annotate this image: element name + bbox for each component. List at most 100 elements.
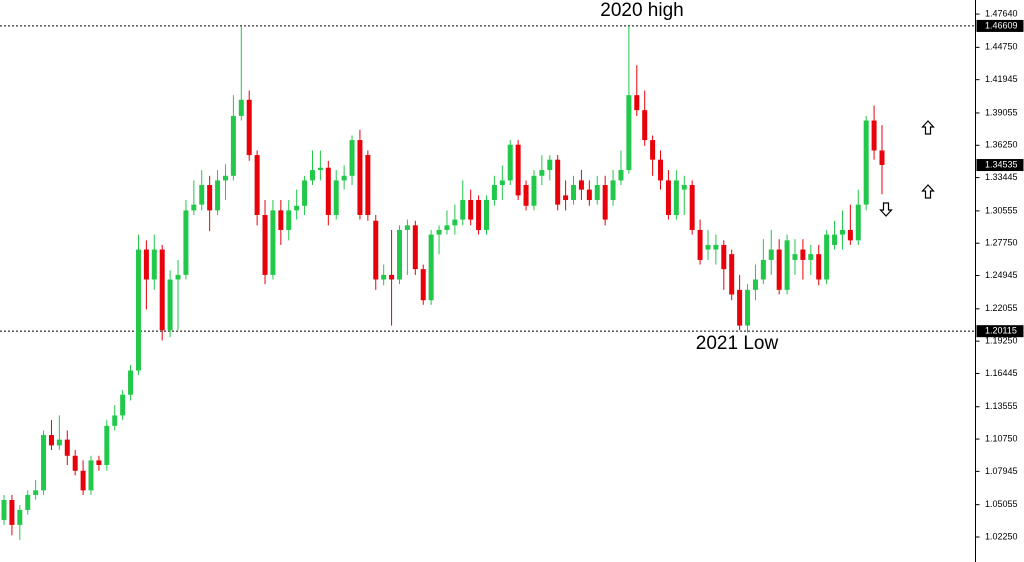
- candle-body: [278, 210, 284, 230]
- candle-body: [286, 210, 292, 230]
- candle-body: [515, 144, 521, 196]
- signal-arrows: [879, 120, 935, 217]
- candle-body: [151, 249, 157, 280]
- candle-body: [713, 244, 719, 250]
- candle-body: [381, 274, 387, 280]
- candle-body: [420, 269, 426, 301]
- candle-body: [270, 210, 276, 275]
- candle-body: [88, 460, 94, 491]
- candle-body: [721, 244, 727, 270]
- candle-body: [373, 220, 379, 280]
- candle-body: [341, 175, 347, 181]
- candle-body: [9, 500, 15, 525]
- candle-body: [745, 289, 751, 326]
- candle-body: [389, 274, 395, 280]
- candle-body: [658, 159, 664, 181]
- candle-body: [879, 150, 885, 165]
- candle-body: [317, 167, 323, 171]
- candle-body: [183, 210, 189, 275]
- candle-body: [491, 185, 497, 201]
- candle-body: [673, 180, 679, 215]
- candle-body: [254, 155, 260, 215]
- price-tag-box: [976, 19, 1024, 32]
- price-tag-label: 1.46609: [985, 20, 1018, 30]
- candle-body: [199, 185, 205, 205]
- candle-body: [452, 219, 458, 226]
- candle-body: [262, 214, 268, 275]
- candle-body: [412, 225, 418, 270]
- candle-body: [64, 439, 70, 456]
- candle-body: [468, 200, 474, 220]
- candle-body: [476, 200, 482, 230]
- candle-body: [531, 175, 537, 206]
- candle-body: [238, 99, 244, 116]
- price-tag-label: 1.34535: [985, 159, 1018, 169]
- candle-body: [792, 254, 798, 260]
- y-tick-label: 1.41945: [985, 74, 1018, 84]
- candle-body: [357, 140, 363, 215]
- y-tick-label: 1.27750: [985, 238, 1018, 248]
- annotation: 2020 high: [600, 0, 683, 21]
- up-arrow: [921, 184, 935, 199]
- y-tick-label: 1.13555: [985, 401, 1018, 411]
- candle-body: [832, 234, 838, 245]
- candle-body: [863, 120, 869, 205]
- y-tick-label: 1.02250: [985, 531, 1018, 541]
- y-tick-label: 1.16445: [985, 368, 1018, 378]
- y-tick-label: 1.07945: [985, 466, 1018, 476]
- candle-body: [1, 500, 7, 520]
- candle-body: [523, 185, 529, 206]
- candle-body: [760, 259, 766, 280]
- candle-body: [610, 180, 616, 201]
- y-tick-label: 1.22055: [985, 303, 1018, 313]
- candle-body: [847, 229, 853, 241]
- candle-body: [586, 189, 592, 201]
- candle-body: [246, 99, 252, 156]
- up-arrow: [921, 120, 935, 135]
- price-tag-box: [976, 159, 1024, 172]
- candles: [1, 26, 885, 540]
- candle-body: [396, 229, 402, 280]
- candle-body: [768, 249, 774, 260]
- candle-body: [539, 170, 545, 176]
- candle-body: [48, 435, 54, 446]
- candle-body: [824, 234, 830, 280]
- candle-body: [207, 185, 213, 211]
- candle-body: [737, 289, 743, 326]
- candle-body: [191, 204, 197, 211]
- candle-body: [175, 274, 181, 280]
- candle-body: [128, 370, 134, 395]
- candle-body: [563, 195, 569, 201]
- candle-body: [618, 170, 624, 181]
- candle-body: [800, 249, 806, 260]
- candle-body: [634, 95, 640, 111]
- candle-body: [578, 180, 584, 190]
- candle-body: [325, 167, 331, 215]
- candle-body: [135, 249, 141, 371]
- candle-body: [159, 249, 165, 331]
- candle-body: [697, 229, 703, 260]
- y-tick-label: 1.10750: [985, 433, 1018, 443]
- candle-body: [705, 244, 711, 250]
- candle-body: [816, 254, 822, 280]
- candle-body: [602, 185, 608, 220]
- candle-body: [104, 425, 110, 465]
- candle-body: [460, 200, 466, 220]
- annotation: 2021 Low: [696, 333, 779, 354]
- candle-body: [681, 185, 687, 190]
- candle-body: [120, 394, 126, 416]
- candle-body: [80, 470, 86, 491]
- y-tick-label: 1.05055: [985, 499, 1018, 509]
- y-tick-label: 1.24945: [985, 270, 1018, 280]
- candle-body: [294, 205, 300, 211]
- candle-body: [404, 225, 410, 230]
- candle-body: [650, 140, 656, 160]
- candle-body: [499, 180, 505, 186]
- candle-body: [642, 110, 648, 141]
- candle-body: [41, 435, 47, 491]
- candle-body: [626, 95, 632, 171]
- candle-body: [808, 254, 814, 260]
- candle-body: [56, 439, 62, 446]
